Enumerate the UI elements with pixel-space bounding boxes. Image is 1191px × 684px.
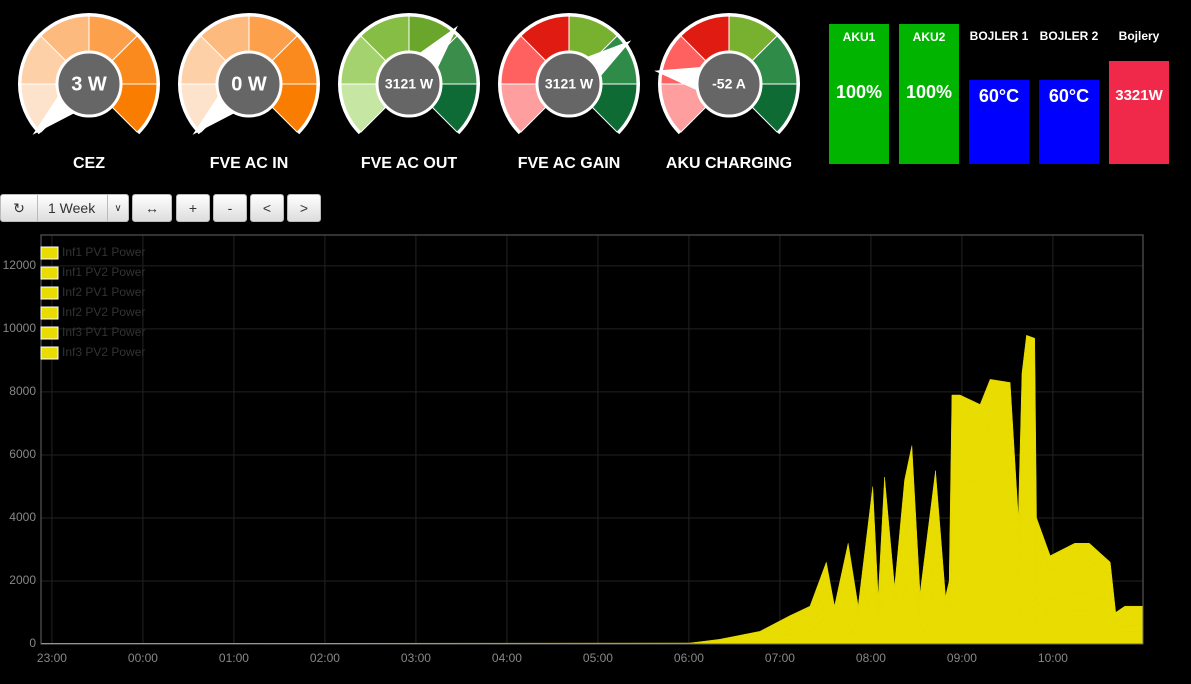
legend-label: Inf1 PV2 Power: [62, 265, 145, 279]
gauge-label: CEZ: [73, 155, 105, 172]
gauge-label: AKU CHARGING: [666, 155, 792, 172]
y-tick-label: 0: [29, 636, 36, 650]
tile: AKU2 100%: [899, 24, 959, 164]
tile-value: 100%: [905, 82, 953, 102]
x-tick-label: 02:00: [310, 651, 340, 665]
legend-swatch: [40, 306, 59, 320]
plot-frame: [40, 234, 1144, 645]
legend-label: Inf1 PV1 Power: [62, 245, 145, 259]
x-tick-label: 04:00: [492, 651, 522, 665]
zoom-fit-button[interactable]: ↔: [132, 194, 172, 222]
gauge-cutout: [193, 84, 305, 164]
tile: 60°C: [969, 80, 1029, 164]
tile: 3321W: [1109, 61, 1169, 164]
tile-label: BOJLER 2: [1039, 29, 1099, 43]
gauge-label: FVE AC IN: [210, 155, 289, 172]
zoom-out-button[interactable]: -: [213, 194, 247, 222]
gauge-hub: [375, 50, 443, 118]
gauge-value: 3121 W: [545, 76, 594, 92]
tile-label: BOJLER 1: [969, 29, 1029, 43]
gauge-label: FVE AC OUT: [361, 155, 458, 172]
legend-swatch: [40, 266, 59, 280]
next-button[interactable]: >: [287, 194, 321, 222]
tile-value: 3321W: [1115, 87, 1163, 104]
y-tick-label: 6000: [9, 447, 36, 461]
gauge-hub: [55, 50, 123, 118]
gauge-cutout: [353, 84, 465, 164]
gauge-hub: [215, 50, 283, 118]
dropdown-arrow: ∨: [107, 195, 128, 221]
legend-label: Inf3 PV2 Power: [62, 345, 145, 359]
legend-swatch: [40, 286, 59, 300]
tile-value: 60°C: [978, 86, 1020, 106]
gauge-hub: [535, 50, 603, 118]
legend-swatch: [40, 326, 59, 340]
y-tick-label: 2000: [9, 573, 36, 587]
x-tick-label: 00:00: [128, 651, 158, 665]
legend-label: Inf3 PV1 Power: [62, 325, 145, 339]
tile-value: 100%: [835, 82, 883, 102]
tile: 60°C: [1039, 80, 1099, 164]
gauge-needle: [654, 66, 705, 92]
x-tick-label: 01:00: [219, 651, 249, 665]
gauge-value: 3121 W: [385, 76, 434, 92]
gauge-cutout: [33, 84, 145, 164]
y-tick-label: 10000: [3, 321, 37, 335]
range-select[interactable]: 1 Week ∨: [37, 194, 129, 222]
range-text: 1 Week: [48, 200, 96, 216]
x-tick-label: 03:00: [401, 651, 431, 665]
gauge-hub: [695, 50, 763, 118]
gauge-value: 0 W: [231, 73, 267, 95]
legend-label: Inf2 PV2 Power: [62, 305, 145, 319]
legend-swatch: [40, 346, 59, 360]
legend-label: Inf2 PV1 Power: [62, 285, 145, 299]
tile: AKU1 100%: [829, 24, 889, 164]
zoom-in-button[interactable]: +: [176, 194, 210, 222]
x-tick-label: 06:00: [674, 651, 704, 665]
tile-value: 60°C: [1048, 86, 1090, 106]
y-tick-label: 8000: [9, 384, 36, 398]
y-tick-label: 4000: [9, 510, 36, 524]
x-tick-label: 08:00: [856, 651, 886, 665]
x-tick-label: 10:00: [1038, 651, 1068, 665]
y-tick-label: 12000: [3, 258, 37, 272]
gauge-value: 3 W: [71, 73, 107, 95]
tile-label: AKU2: [912, 30, 946, 44]
gauge-value: -52 A: [712, 76, 746, 92]
gauge-label: FVE AC GAIN: [518, 155, 621, 172]
legend-swatch: [40, 246, 59, 260]
x-tick-label: 23:00: [37, 651, 67, 665]
refresh-button[interactable]: ↻: [0, 194, 38, 222]
tile-label: Bojlery: [1118, 29, 1160, 43]
gauge-cutout: [513, 84, 625, 164]
gauge-cutout: [673, 84, 785, 164]
x-tick-label: 07:00: [765, 651, 795, 665]
x-tick-label: 09:00: [947, 651, 977, 665]
x-tick-label: 05:00: [583, 651, 613, 665]
tile-label: AKU1: [842, 30, 876, 44]
prev-button[interactable]: <: [250, 194, 284, 222]
